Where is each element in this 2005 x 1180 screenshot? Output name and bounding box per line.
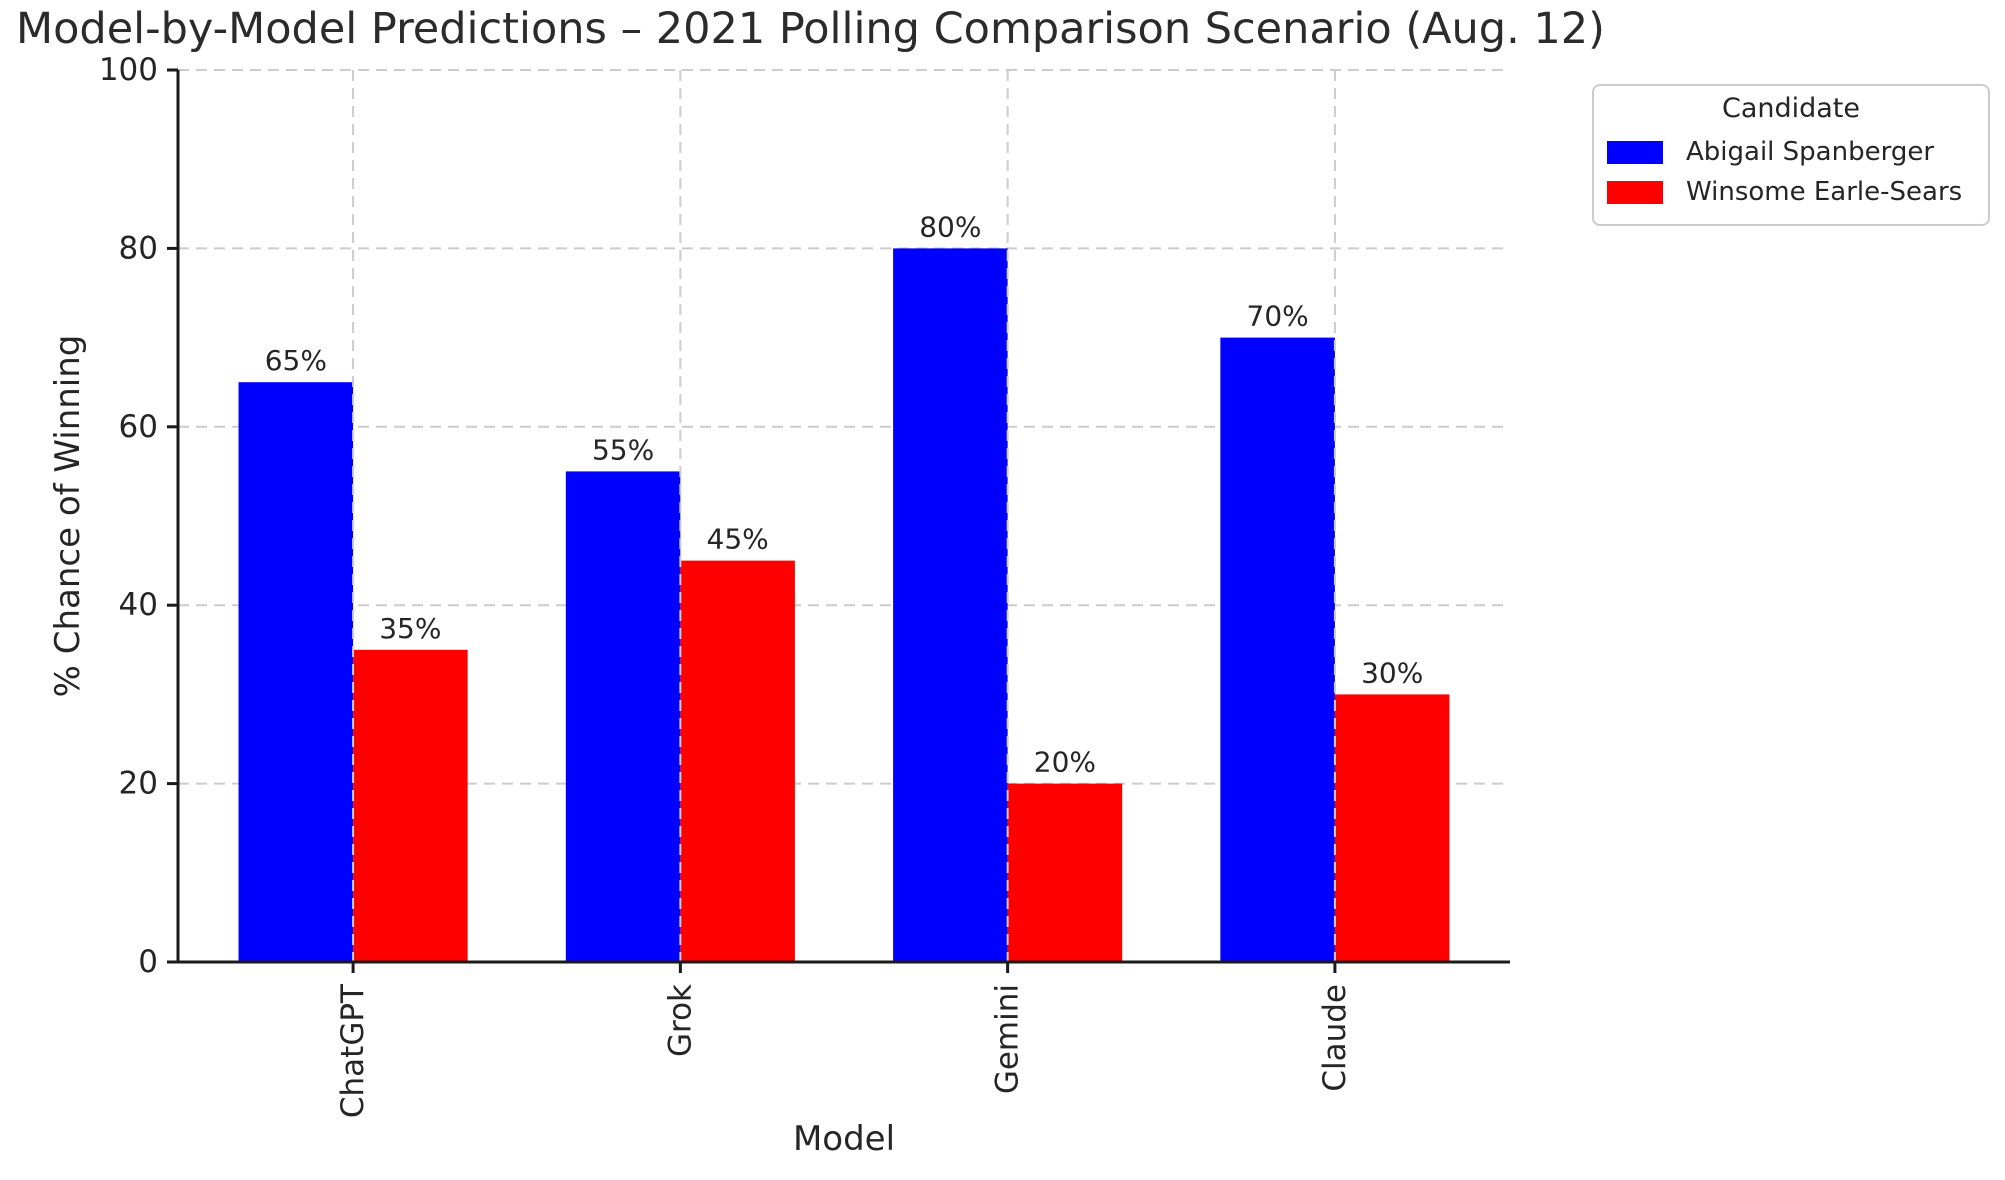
legend-item: Abigail Spanberger bbox=[1594, 132, 1988, 172]
x-axis-label: Model bbox=[793, 1119, 895, 1159]
legend-item: Winsome Earle-Sears bbox=[1594, 172, 1988, 212]
bar-value-label: 80% bbox=[919, 210, 981, 243]
bar-abigail-spanberger-claude bbox=[1220, 337, 1335, 963]
y-tick-label: 80 bbox=[119, 230, 158, 266]
y-tick-label: 100 bbox=[99, 52, 158, 88]
x-tick-label: Claude bbox=[1317, 984, 1353, 1092]
x-tick-label: Gemini bbox=[990, 984, 1026, 1094]
bar-winsome-earle-sears-claude bbox=[1334, 694, 1450, 962]
legend: Candidate Abigail Spanberger Winsome Earl… bbox=[1592, 84, 1990, 226]
legend-label: Winsome Earle-Sears bbox=[1686, 177, 1963, 207]
bar-winsome-earle-sears-grok bbox=[680, 560, 795, 962]
bar-winsome-earle-sears-chatgpt bbox=[353, 649, 468, 962]
bar-winsome-earle-sears-gemini bbox=[1007, 783, 1123, 962]
bar-value-label: 65% bbox=[265, 344, 327, 377]
bar-value-label: 55% bbox=[592, 433, 654, 466]
bar-value-label: 20% bbox=[1034, 746, 1096, 779]
x-tick-label: ChatGPT bbox=[335, 983, 371, 1118]
legend-title: Candidate bbox=[1721, 93, 1861, 124]
bar-value-label: 35% bbox=[379, 612, 441, 645]
chart-title: Model-by-Model Predictions – 2021 Pollin… bbox=[16, 4, 1605, 54]
bar-value-label: 45% bbox=[707, 523, 769, 556]
bar-abigail-spanberger-gemini bbox=[893, 248, 1008, 962]
legend-label: Abigail Spanberger bbox=[1686, 137, 1935, 167]
bar-abigail-spanberger-grok bbox=[565, 471, 681, 962]
y-axis-label: % Chance of Winning bbox=[48, 335, 88, 698]
y-tick-label: 20 bbox=[119, 766, 158, 802]
bar-abigail-spanberger-chatgpt bbox=[238, 382, 354, 962]
legend-swatch bbox=[1607, 140, 1663, 164]
bar-value-label: 70% bbox=[1247, 300, 1309, 333]
y-tick-label: 0 bbox=[138, 944, 158, 980]
bar-value-label: 30% bbox=[1361, 656, 1423, 689]
legend-swatch bbox=[1607, 180, 1663, 204]
x-tick-label: Grok bbox=[662, 984, 698, 1057]
y-tick-label: 60 bbox=[119, 409, 158, 445]
y-tick-label: 40 bbox=[119, 587, 158, 623]
